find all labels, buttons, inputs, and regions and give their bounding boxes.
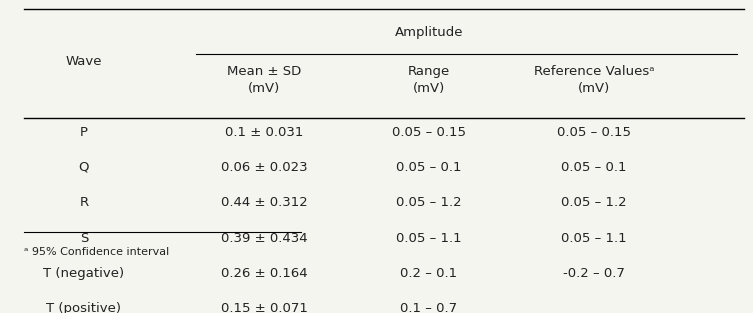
Text: S: S — [80, 232, 88, 244]
Text: ᵃ 95% Confidence interval: ᵃ 95% Confidence interval — [24, 248, 169, 258]
Text: 0.05 – 0.15: 0.05 – 0.15 — [392, 126, 466, 139]
Text: 0.1 ± 0.031: 0.1 ± 0.031 — [225, 126, 303, 139]
Text: Mean ± SD
(mV): Mean ± SD (mV) — [227, 65, 301, 95]
Text: 0.05 – 1.2: 0.05 – 1.2 — [396, 196, 462, 209]
Text: T (positive): T (positive) — [47, 302, 121, 313]
Text: Amplitude: Amplitude — [395, 26, 463, 39]
Text: 0.06 ± 0.023: 0.06 ± 0.023 — [221, 161, 307, 174]
Text: P: P — [80, 126, 88, 139]
Text: -0.2 – 0.7: -0.2 – 0.7 — [563, 267, 625, 280]
Text: R: R — [79, 196, 88, 209]
Text: 0.05 – 0.1: 0.05 – 0.1 — [396, 161, 462, 174]
Text: 0.26 ± 0.164: 0.26 ± 0.164 — [221, 267, 307, 280]
Text: Wave: Wave — [66, 55, 102, 68]
Text: Q: Q — [78, 161, 89, 174]
Text: 0.44 ± 0.312: 0.44 ± 0.312 — [221, 196, 307, 209]
Text: T (negative): T (negative) — [44, 267, 124, 280]
Text: Reference Valuesᵃ
(mV): Reference Valuesᵃ (mV) — [534, 65, 654, 95]
Text: 0.39 ± 0.434: 0.39 ± 0.434 — [221, 232, 307, 244]
Text: 0.05 – 1.1: 0.05 – 1.1 — [396, 232, 462, 244]
Text: 0.05 – 1.1: 0.05 – 1.1 — [561, 232, 627, 244]
Text: 0.05 – 0.15: 0.05 – 0.15 — [557, 126, 631, 139]
Text: 0.2 – 0.1: 0.2 – 0.1 — [401, 267, 458, 280]
Text: 0.05 – 0.1: 0.05 – 0.1 — [561, 161, 626, 174]
Text: Range
(mV): Range (mV) — [408, 65, 450, 95]
Text: 0.05 – 1.2: 0.05 – 1.2 — [561, 196, 627, 209]
Text: 0.1 – 0.7: 0.1 – 0.7 — [401, 302, 458, 313]
Text: 0.15 ± 0.071: 0.15 ± 0.071 — [221, 302, 307, 313]
